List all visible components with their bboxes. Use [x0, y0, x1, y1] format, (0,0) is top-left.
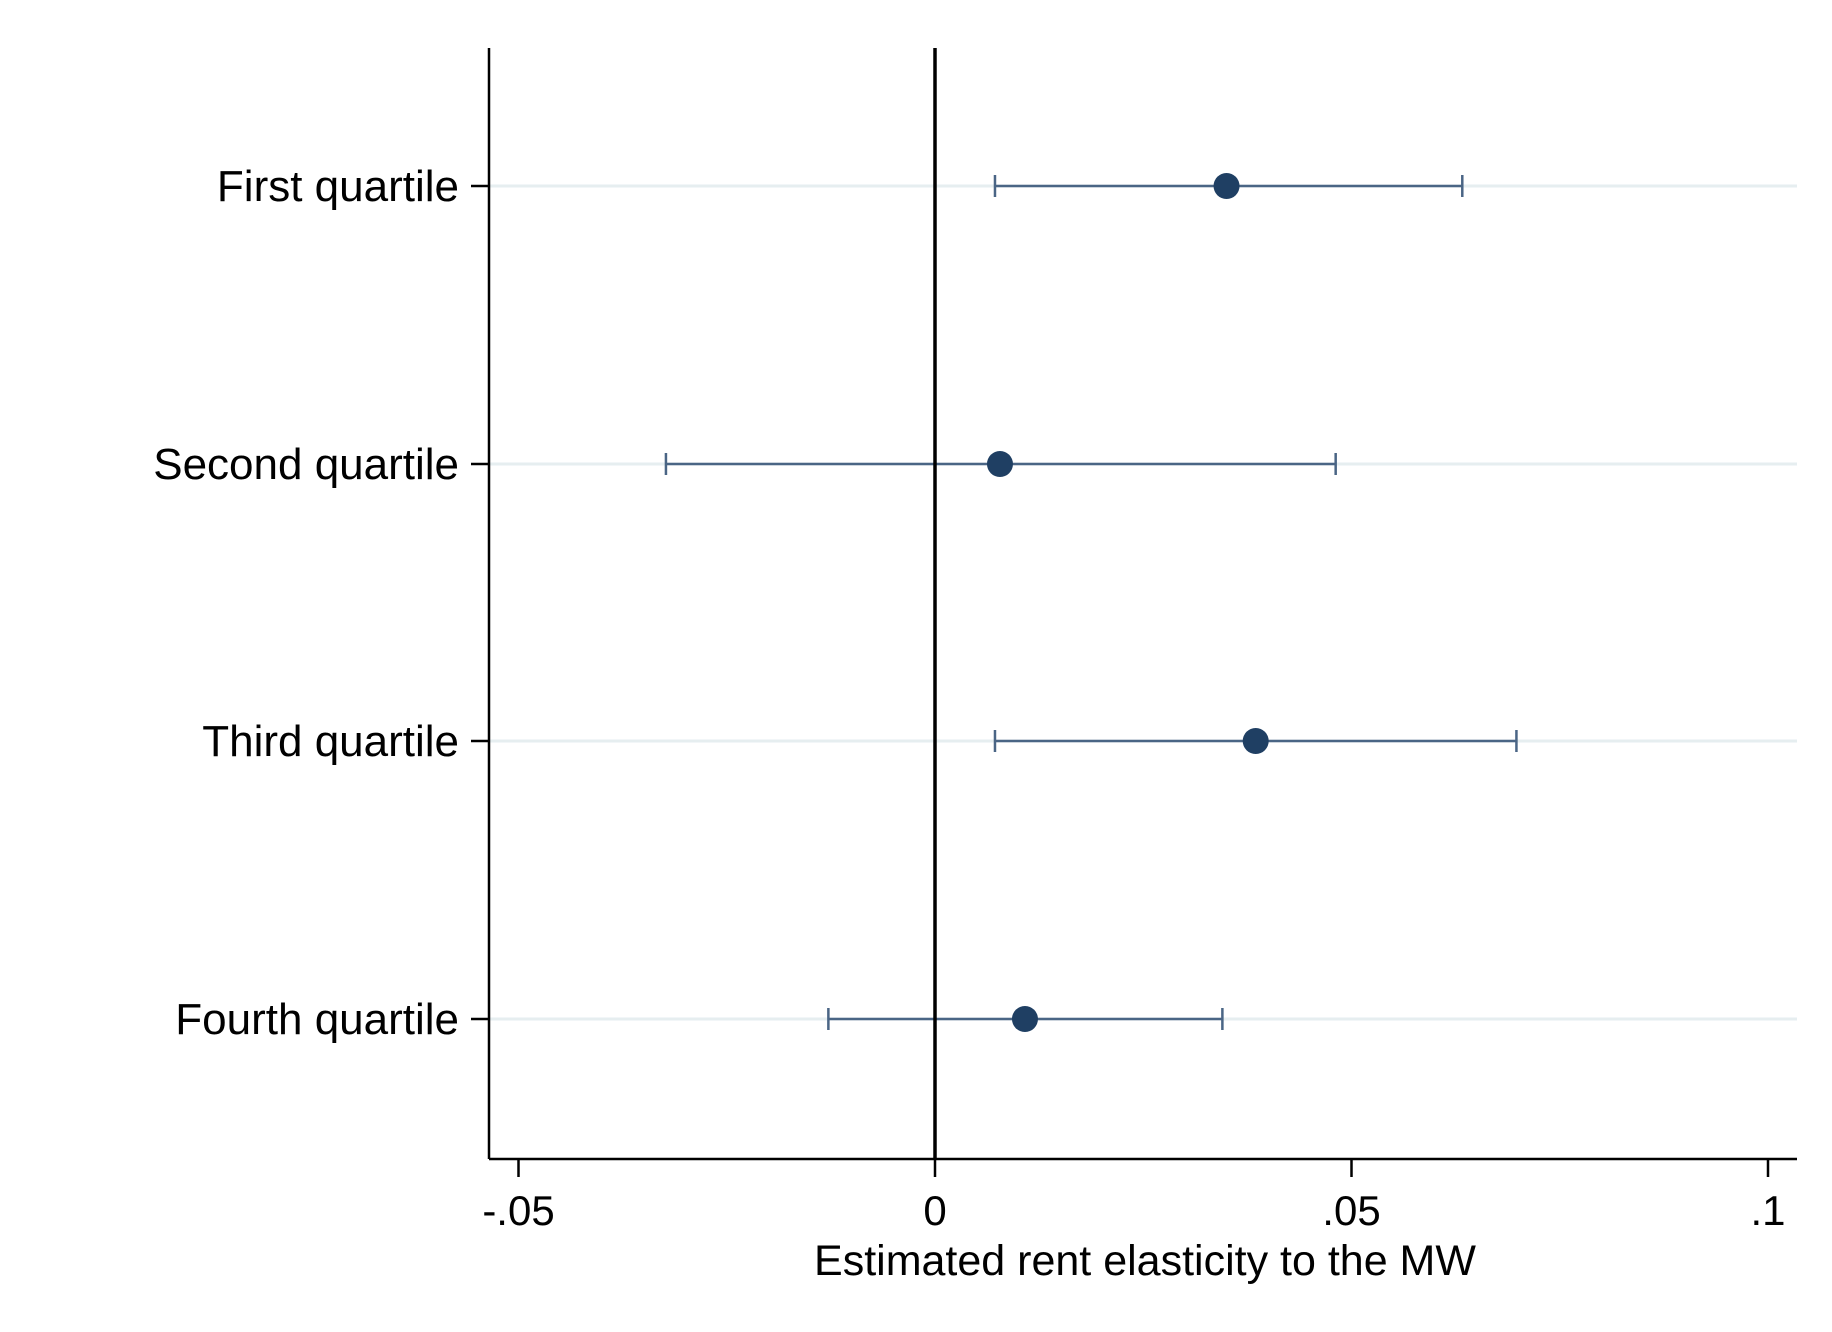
category-labels: First quartile Second quartile Third quart…: [153, 162, 459, 1044]
category-label: First quartile: [217, 162, 459, 211]
x-axis-title: Estimated rent elasticity to the MW: [814, 1237, 1476, 1285]
category-label: Second quartile: [153, 440, 459, 489]
axes: [471, 48, 1797, 1161]
x-axis-ticks: -.05 0 .05 .1: [482, 1159, 1786, 1234]
point-estimate: [1242, 728, 1269, 754]
point-estimate: [986, 451, 1013, 477]
x-tick-label: .05: [1322, 1187, 1380, 1234]
category-label: Fourth quartile: [175, 995, 459, 1044]
point-estimate: [1011, 1006, 1038, 1032]
point-estimate: [1213, 173, 1240, 199]
category-label: Third quartile: [202, 717, 459, 766]
point-estimates: [986, 173, 1269, 1032]
x-tick-label: 0: [923, 1187, 946, 1234]
x-tick-label: .1: [1750, 1187, 1785, 1234]
x-tick-label: -.05: [482, 1187, 554, 1234]
